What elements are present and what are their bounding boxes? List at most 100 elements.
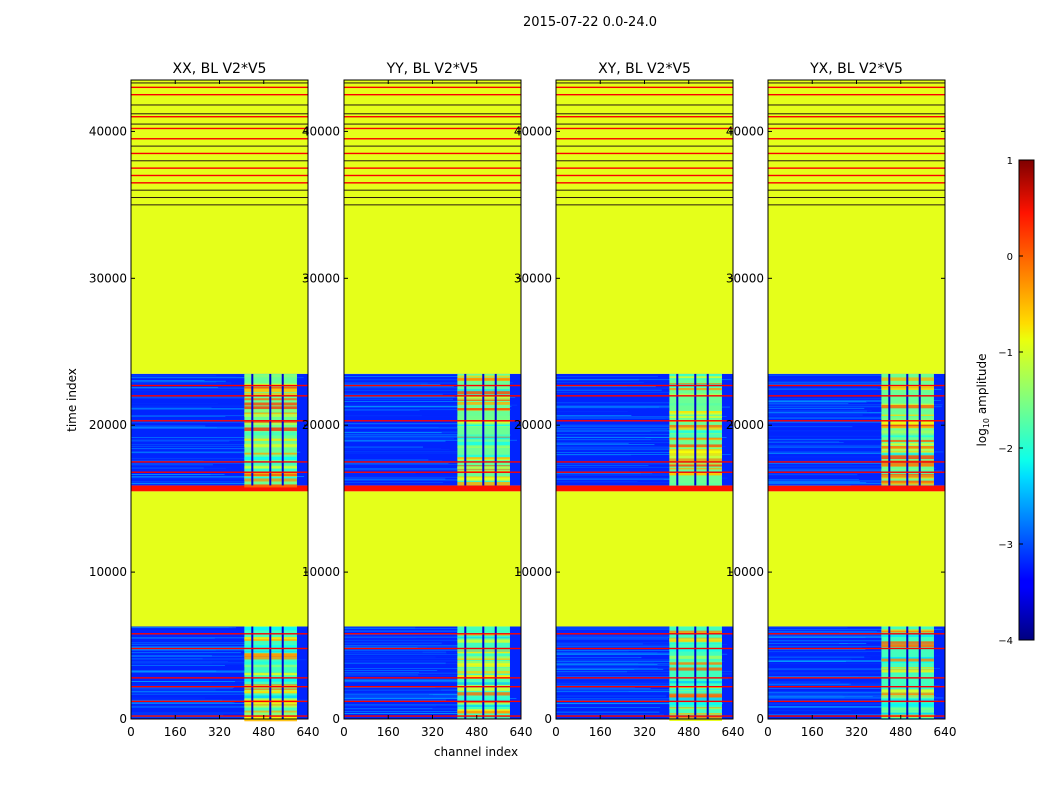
rfi-line — [556, 182, 733, 184]
noise-speckle — [344, 708, 433, 710]
noise-speckle — [131, 683, 277, 685]
gap-line — [556, 104, 733, 106]
noise-speckle — [556, 446, 726, 447]
y-tick-label: 10000 — [89, 565, 127, 579]
noise-speckle — [344, 430, 439, 432]
noise-speckle — [556, 407, 706, 409]
noise-speckle — [344, 630, 464, 632]
noise-speckle — [768, 384, 916, 385]
noise-speckle — [131, 460, 204, 461]
noise-speckle — [131, 662, 213, 664]
noise-speckle — [131, 661, 245, 663]
rfi-line — [556, 86, 733, 89]
noise-speckle — [344, 477, 451, 479]
noise-speckle — [556, 444, 655, 446]
noise-speckle — [344, 694, 434, 696]
noise-speckle — [556, 405, 704, 407]
noise-speckle — [556, 659, 708, 661]
noise-speckle — [556, 474, 712, 476]
noise-speckle — [131, 478, 288, 480]
noise-speckle — [556, 664, 658, 665]
rfi-line — [768, 174, 945, 177]
noise-speckle — [131, 380, 205, 381]
noise-speckle — [556, 436, 646, 438]
rfi-line — [556, 647, 733, 650]
y-tick-label: 20000 — [514, 418, 552, 432]
noise-speckle — [768, 465, 887, 467]
y-tick-label: 40000 — [89, 124, 127, 138]
noise-speckle — [131, 421, 290, 423]
noise-speckle — [768, 414, 863, 416]
gap-line — [556, 197, 733, 199]
noise-speckle — [556, 667, 694, 669]
x-tick-label: 160 — [377, 725, 400, 739]
rfi-line — [344, 633, 521, 635]
noise-speckle — [768, 697, 944, 699]
rfi-line — [768, 152, 945, 155]
noise-speckle — [344, 385, 454, 387]
noise-speckle — [556, 650, 629, 652]
colorbar-label: log10 amplitude — [975, 354, 991, 447]
band-gap — [269, 626, 272, 719]
panel-yy: YY, BL V2*V5 0 160 320 480 640 0 10000 20000 3000… — [302, 61, 533, 739]
band-gap — [494, 626, 497, 719]
rfi-line — [131, 182, 308, 184]
noise-speckle — [556, 422, 665, 423]
band-stripe — [244, 484, 297, 488]
noise-speckle — [556, 426, 683, 427]
noise-speckle — [344, 438, 454, 440]
band-gap — [464, 373, 467, 486]
noise-speckle — [344, 662, 446, 664]
noise-speckle — [131, 661, 228, 663]
noise-speckle — [556, 415, 632, 416]
noise-speckle — [768, 400, 941, 401]
noise-speckle — [344, 431, 503, 433]
noise-speckle — [131, 702, 233, 704]
noise-speckle — [768, 652, 867, 654]
y-tick-label: 40000 — [726, 124, 764, 138]
colorbar-tick-label: −1 — [998, 348, 1013, 359]
noise-speckle — [344, 459, 429, 461]
noise-speckle — [344, 699, 447, 701]
noise-speckle — [131, 458, 295, 460]
noise-speckle — [131, 448, 255, 450]
noise-speckle — [556, 654, 711, 656]
rfi-line — [768, 167, 945, 169]
noise-speckle — [344, 656, 487, 657]
noise-speckle — [344, 463, 449, 465]
rfi-line — [131, 420, 308, 422]
noise-speckle — [556, 431, 651, 432]
noise-speckle — [344, 376, 480, 377]
noise-speckle — [768, 444, 913, 446]
noise-speckle — [344, 645, 478, 647]
noise-speckle — [556, 671, 627, 673]
noise-speckle — [131, 649, 280, 651]
noise-speckle — [768, 703, 890, 705]
noise-speckle — [131, 652, 241, 654]
panel-title: XX, BL V2*V5 — [173, 61, 267, 77]
noise-speckle — [131, 702, 287, 704]
noise-speckle — [768, 402, 868, 403]
noise-speckle — [768, 472, 930, 474]
noise-speckle — [344, 672, 488, 674]
band-gap — [482, 626, 485, 719]
noise-speckle — [556, 439, 652, 440]
band-gap — [482, 373, 485, 486]
noise-speckle — [556, 643, 643, 645]
y-tick-label: 10000 — [302, 565, 340, 579]
x-axis-label: channel index — [434, 745, 518, 759]
noise-speckle — [344, 670, 438, 671]
rfi-line — [556, 174, 733, 177]
rfi-line — [556, 685, 733, 688]
rfi-line — [768, 93, 945, 96]
band-stripe — [669, 718, 722, 721]
noise-speckle — [344, 642, 442, 644]
noise-speckle — [131, 468, 226, 470]
noise-speckle — [131, 381, 217, 383]
noise-speckle — [344, 629, 498, 631]
noise-speckle — [344, 652, 447, 654]
noise-speckle — [556, 695, 667, 697]
noise-speckle — [556, 707, 661, 708]
noise-speckle — [556, 477, 728, 479]
noise-speckle — [344, 460, 443, 462]
